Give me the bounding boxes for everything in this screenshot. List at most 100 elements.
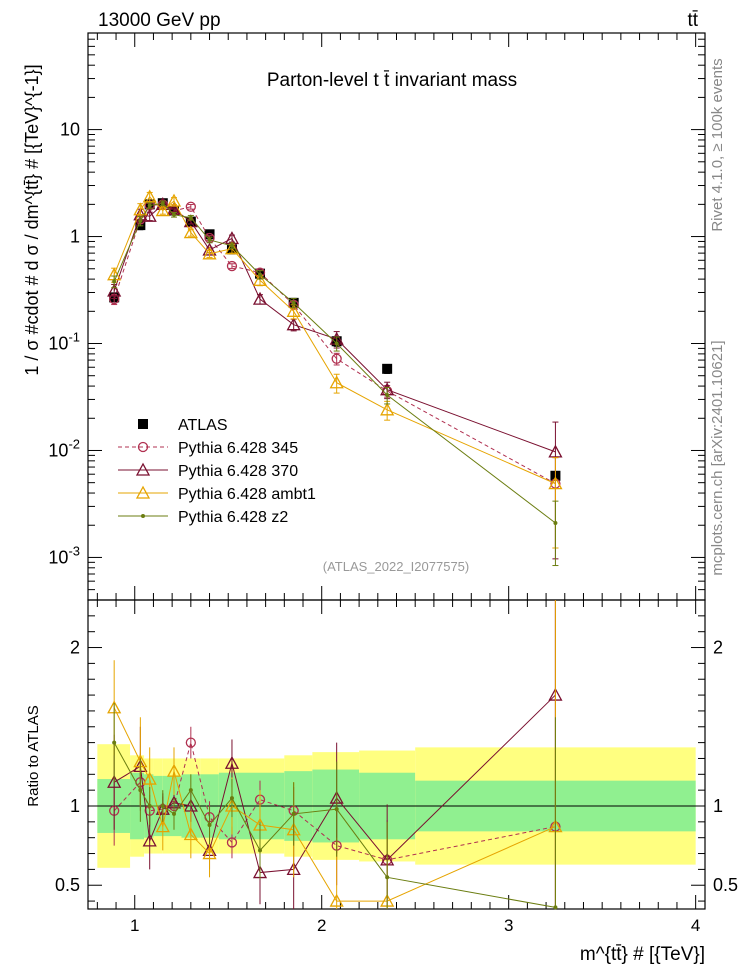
ratio-point	[160, 804, 165, 808]
data-point	[258, 272, 263, 277]
chart-title: Parton-level t t̄ invariant mass	[267, 70, 517, 91]
data-point	[133, 202, 148, 216]
series-2	[107, 196, 563, 560]
data-point	[553, 520, 558, 525]
data-point	[166, 193, 182, 207]
ratio-point	[185, 737, 196, 748]
legend-marker	[135, 462, 151, 476]
data-point	[286, 317, 301, 331]
data-point	[385, 393, 390, 398]
legend: ATLAS Pythia 6.428 345 Pythia 6.428 370 Pyt…	[118, 417, 316, 526]
data-point	[112, 279, 117, 284]
legend-marker	[141, 514, 145, 518]
ratio-point	[385, 875, 390, 880]
ratio-point	[142, 833, 157, 847]
ratio-tick-label-right: 1	[713, 796, 723, 816]
data-point	[548, 444, 563, 458]
data-point	[548, 476, 563, 490]
data-point	[252, 272, 268, 286]
axis-ticks: 1 2 3 4 10-3 10-2 10-1 1 10 0.5 0.5 1 1 2 2	[48, 32, 738, 935]
series-line	[113, 203, 556, 453]
series-3	[107, 189, 563, 549]
series-line	[113, 196, 556, 485]
ratio-tick-label-left: 2	[70, 638, 80, 658]
header-observable: tt̄	[687, 10, 698, 31]
y-tick-label: 10-2	[48, 436, 80, 460]
ratio-point	[202, 846, 217, 860]
ratio-point	[553, 905, 558, 910]
data-point	[229, 243, 234, 248]
ratio-point	[147, 804, 152, 808]
ratio-tick-label-right: 2	[713, 638, 723, 658]
series-4	[111, 200, 559, 567]
ratio-point	[138, 788, 143, 793]
side-label-rivet: Rivet 4.1.0, ≥ 100k events	[709, 58, 726, 231]
data-point	[155, 203, 170, 217]
legend-label: Pythia 6.428 ambt1	[178, 486, 316, 503]
legend-marker	[137, 441, 149, 453]
ratio-point	[224, 755, 240, 769]
data-point	[380, 402, 395, 416]
x-tick-label: 4	[691, 916, 700, 935]
x-tick-label: 3	[504, 916, 513, 935]
data-point	[334, 341, 339, 346]
ratio-point	[226, 837, 238, 848]
x-tick-label: 1	[130, 916, 139, 935]
data-point	[202, 246, 217, 260]
y-axis-label: 1 / σ #cdot # d σ / dm^{tt̄} # [{TeV}^{-…	[22, 64, 42, 375]
x-tick-label: 2	[317, 916, 326, 935]
data-point	[204, 229, 215, 240]
ratio-point	[107, 774, 122, 788]
ratio-point	[155, 819, 170, 833]
ratio-point	[183, 827, 198, 841]
header-process: 13000 GeV pp	[98, 10, 221, 31]
data-point	[188, 215, 193, 220]
legend-label: Pythia 6.428 370	[178, 463, 298, 480]
ratio-point	[166, 763, 182, 777]
legend-label: Pythia 6.428 345	[178, 440, 298, 457]
data-point	[207, 237, 212, 242]
ratio-series-layer	[107, 600, 563, 910]
legend-label: ATLAS	[178, 417, 228, 434]
data-point	[252, 291, 268, 305]
data-point	[291, 300, 296, 305]
analysis-tag: (ATLAS_2022_I2077575)	[323, 559, 469, 574]
data-point	[160, 201, 165, 206]
data-point	[185, 201, 196, 212]
ratio-point	[112, 740, 117, 745]
ratio-line	[113, 707, 556, 902]
ratio-y-axis-label: Ratio to ATLAS	[25, 705, 42, 806]
ratio-point	[291, 811, 296, 816]
x-axis-label: m^{tt̄} # [{TeV}]	[580, 944, 705, 965]
y-tick-label: 10-3	[48, 543, 80, 567]
ratio-series-4	[112, 703, 558, 910]
legend-marker	[135, 485, 151, 499]
y-tick-label: 10	[60, 120, 80, 140]
ratio-point	[207, 823, 212, 828]
series-0	[109, 198, 561, 481]
data-point	[286, 303, 301, 317]
data-point	[329, 375, 344, 389]
main-series-layer	[107, 189, 563, 567]
ratio-tick-label-left: 0.5	[55, 875, 80, 895]
data-point	[142, 189, 157, 203]
side-label-mcplots: mcplots.cern.ch [arXiv:2401.10621]	[709, 340, 726, 575]
legend-marker	[138, 419, 148, 429]
ratio-tick-label-right: 0.5	[713, 875, 738, 895]
y-tick-label: 1	[70, 227, 80, 247]
data-point	[142, 208, 157, 222]
ratio-point	[142, 771, 157, 785]
data-point	[147, 203, 152, 208]
ratio-uncertainty-bands	[88, 744, 705, 868]
data-point	[331, 353, 342, 364]
ratio-point	[329, 893, 344, 907]
data-point	[226, 260, 238, 272]
ratio-point	[229, 796, 234, 801]
ratio-point	[258, 848, 263, 853]
ratio-point	[188, 788, 193, 793]
data-point	[183, 225, 198, 239]
data-point	[138, 218, 143, 223]
y-tick-label: 10-1	[48, 330, 80, 354]
ratio-tick-label-left: 1	[70, 796, 80, 816]
